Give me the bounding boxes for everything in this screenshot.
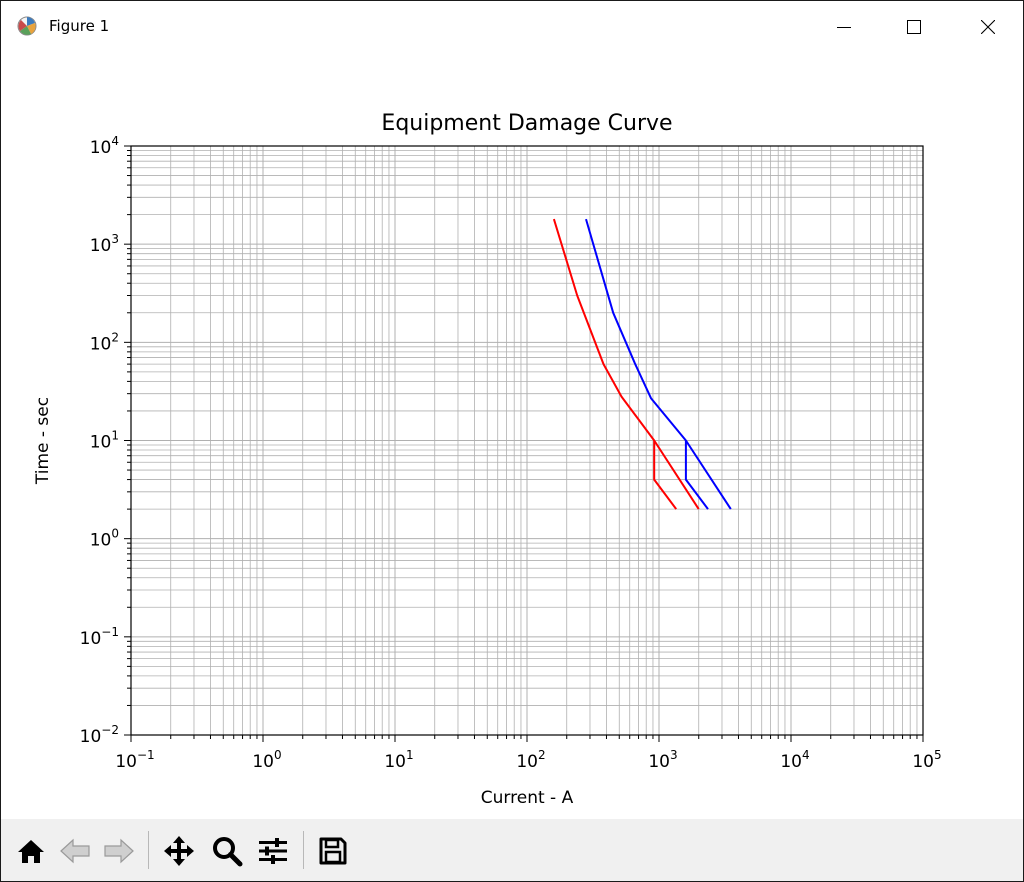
- toolbar-separator: [148, 831, 149, 869]
- pan-button[interactable]: [161, 835, 197, 867]
- pan-icon: [164, 836, 194, 866]
- title-bar[interactable]: Figure 1: [1, 1, 1023, 53]
- x-tick-label: 102: [516, 748, 545, 772]
- grid: [130, 146, 923, 736]
- save-icon: [319, 837, 347, 865]
- forward-arrow-icon: [104, 838, 134, 864]
- chart: 10−1 100 101 102 103 104 10510−210−11001011021…: [33, 111, 942, 808]
- y-tick-label: 102: [90, 330, 119, 354]
- navigation-toolbar: [1, 819, 1023, 881]
- series-line: [653, 440, 678, 510]
- series-line: [552, 218, 700, 510]
- close-icon: [981, 20, 995, 34]
- x-tick-label: 103: [648, 748, 677, 772]
- figure-canvas[interactable]: 10−1 100 101 102 103 104 105 10−2 10−1 100 101 102 1…: [1, 53, 1023, 819]
- minimize-icon: [837, 27, 851, 28]
- x-tick-label: 101: [384, 748, 413, 772]
- chart-title: Equipment Damage Curve: [381, 111, 672, 136]
- configure-subplots-button[interactable]: [255, 835, 291, 867]
- maximize-icon: [907, 20, 921, 34]
- y-tick-label: 10−1: [80, 625, 119, 649]
- series-line: [684, 440, 709, 510]
- y-tick-label: 100: [90, 527, 119, 551]
- series-lines: [552, 218, 732, 510]
- home-icon: [18, 840, 44, 863]
- x-tick-label: 10−1: [115, 748, 154, 772]
- y-axis-label: Time - sec: [33, 397, 53, 485]
- save-button[interactable]: [315, 835, 351, 867]
- window-title: Figure 1: [49, 17, 110, 35]
- maximize-button[interactable]: [879, 1, 949, 53]
- sliders-icon: [259, 838, 287, 864]
- forward-button[interactable]: [101, 835, 137, 867]
- tick-labels: 10−1 100 101 102 103 104 10510−210−11001011021…: [80, 134, 942, 772]
- x-tick-label: 104: [780, 748, 809, 772]
- matplotlib-icon: [17, 16, 37, 36]
- toolbar-separator: [303, 831, 304, 869]
- x-axis-label: Current - A: [481, 788, 574, 808]
- back-button[interactable]: [57, 835, 93, 867]
- zoom-icon: [213, 837, 243, 867]
- zoom-button[interactable]: [209, 835, 245, 867]
- y-tick-label: 104: [90, 134, 119, 158]
- x-tick-label: 100: [252, 748, 281, 772]
- series-line: [585, 218, 732, 510]
- y-tick-label: 101: [90, 429, 119, 453]
- y-tick-label: 103: [90, 232, 119, 256]
- x-tick-label: 105: [912, 748, 941, 772]
- close-button[interactable]: [953, 1, 1023, 53]
- tick-marks: [124, 145, 924, 742]
- back-arrow-icon: [60, 838, 90, 864]
- home-button[interactable]: [13, 835, 49, 867]
- y-tick-label: 10−2: [80, 723, 119, 747]
- minimize-button[interactable]: [809, 1, 879, 53]
